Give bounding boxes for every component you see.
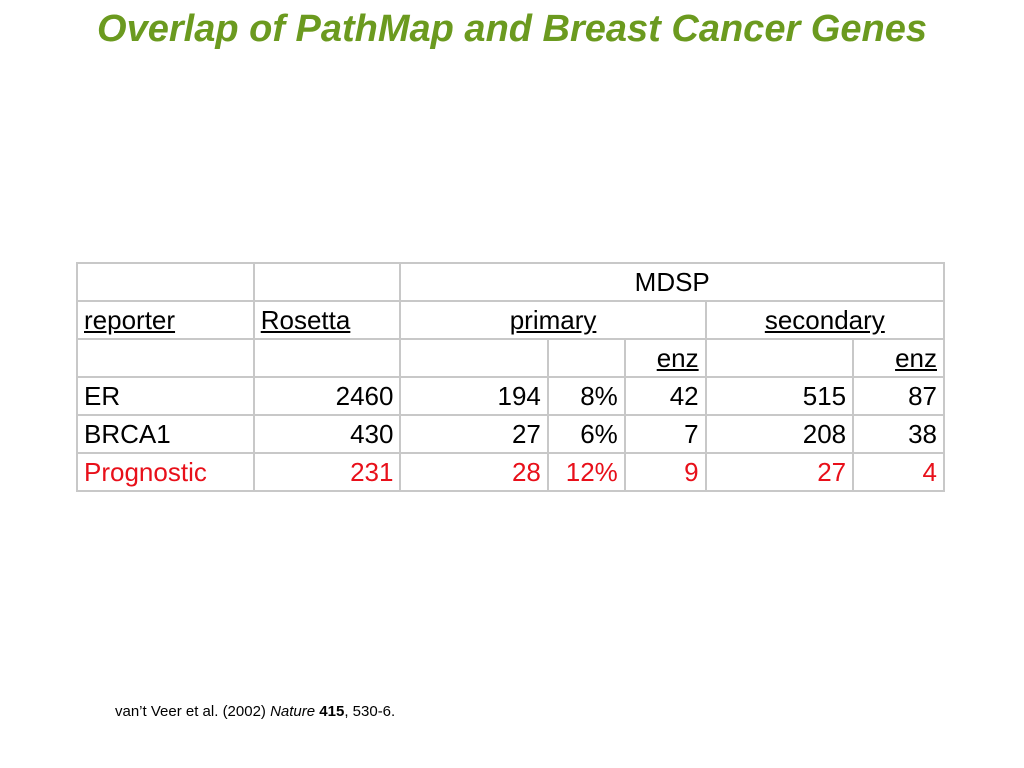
header-cell-empty bbox=[399, 338, 549, 378]
cell-secondary-enz: 38 bbox=[852, 414, 945, 454]
header-cell-empty bbox=[76, 338, 255, 378]
header-cell-empty bbox=[252, 338, 402, 378]
header-rosetta-label: Rosetta bbox=[260, 305, 351, 335]
cell-rosetta: 231 bbox=[252, 452, 402, 492]
cell-primary-count: 28 bbox=[399, 452, 549, 492]
table-header-row-columns: reporter Rosetta primary secondary bbox=[76, 300, 946, 340]
cell-secondary-count: 515 bbox=[704, 376, 855, 416]
header-enz-primary-label: enz bbox=[656, 343, 699, 373]
header-reporter: reporter bbox=[76, 300, 255, 340]
cell-secondary-count: 27 bbox=[704, 452, 855, 492]
citation-journal: Nature bbox=[270, 703, 316, 720]
header-cell-empty bbox=[76, 262, 255, 302]
header-secondary-label: secondary bbox=[764, 305, 885, 335]
table-row-prognostic: Prognostic 231 28 12% 9 27 4 bbox=[76, 452, 945, 492]
cell-primary-enz: 42 bbox=[623, 376, 707, 416]
header-reporter-label: reporter bbox=[84, 305, 176, 335]
citation-volume: 415 bbox=[319, 703, 345, 720]
cell-primary-pct: 12% bbox=[546, 452, 626, 492]
header-cell-empty bbox=[252, 262, 402, 302]
header-cell-empty bbox=[546, 338, 626, 378]
cell-secondary-enz: 87 bbox=[852, 376, 945, 416]
cell-reporter: ER bbox=[76, 376, 255, 416]
citation: van’t Veer et al. (2002) Nature 415, 530… bbox=[115, 703, 395, 720]
cell-secondary-count: 208 bbox=[704, 414, 855, 454]
cell-primary-pct: 6% bbox=[546, 414, 626, 454]
header-primary-label: primary bbox=[509, 305, 597, 335]
cell-reporter: Prognostic bbox=[76, 452, 255, 492]
cell-primary-count: 194 bbox=[399, 376, 549, 416]
header-primary: primary bbox=[399, 300, 707, 340]
header-rosetta: Rosetta bbox=[252, 300, 402, 340]
cell-reporter: BRCA1 bbox=[76, 414, 255, 454]
cell-primary-enz: 9 bbox=[623, 452, 707, 492]
table-header-row-sub: enz enz bbox=[76, 338, 945, 378]
header-mdsp: MDSP bbox=[399, 262, 945, 302]
cell-primary-pct: 8% bbox=[546, 376, 626, 416]
header-enz-secondary: enz bbox=[852, 338, 945, 378]
header-enz-secondary-label: enz bbox=[895, 343, 937, 373]
data-table: MDSP reporter Rosetta primary secondary … bbox=[76, 262, 946, 492]
table-header-row-group: MDSP bbox=[76, 262, 945, 302]
table-row-er: ER 2460 194 8% 42 515 87 bbox=[76, 376, 945, 416]
table-row-brca1: BRCA1 430 27 6% 7 208 38 bbox=[76, 414, 945, 454]
slide-title: Overlap of PathMap and Breast Cancer Gen… bbox=[97, 8, 927, 50]
cell-primary-count: 27 bbox=[399, 414, 549, 454]
header-enz-primary: enz bbox=[623, 338, 707, 378]
citation-authors: van’t Veer et al. (2002) bbox=[115, 703, 271, 720]
citation-pages: , 530-6. bbox=[344, 703, 396, 720]
cell-secondary-enz: 4 bbox=[852, 452, 945, 492]
header-secondary: secondary bbox=[704, 300, 946, 340]
cell-primary-enz: 7 bbox=[623, 414, 707, 454]
cell-rosetta: 430 bbox=[252, 414, 402, 454]
header-cell-empty bbox=[704, 338, 855, 378]
cell-rosetta: 2460 bbox=[252, 376, 402, 416]
